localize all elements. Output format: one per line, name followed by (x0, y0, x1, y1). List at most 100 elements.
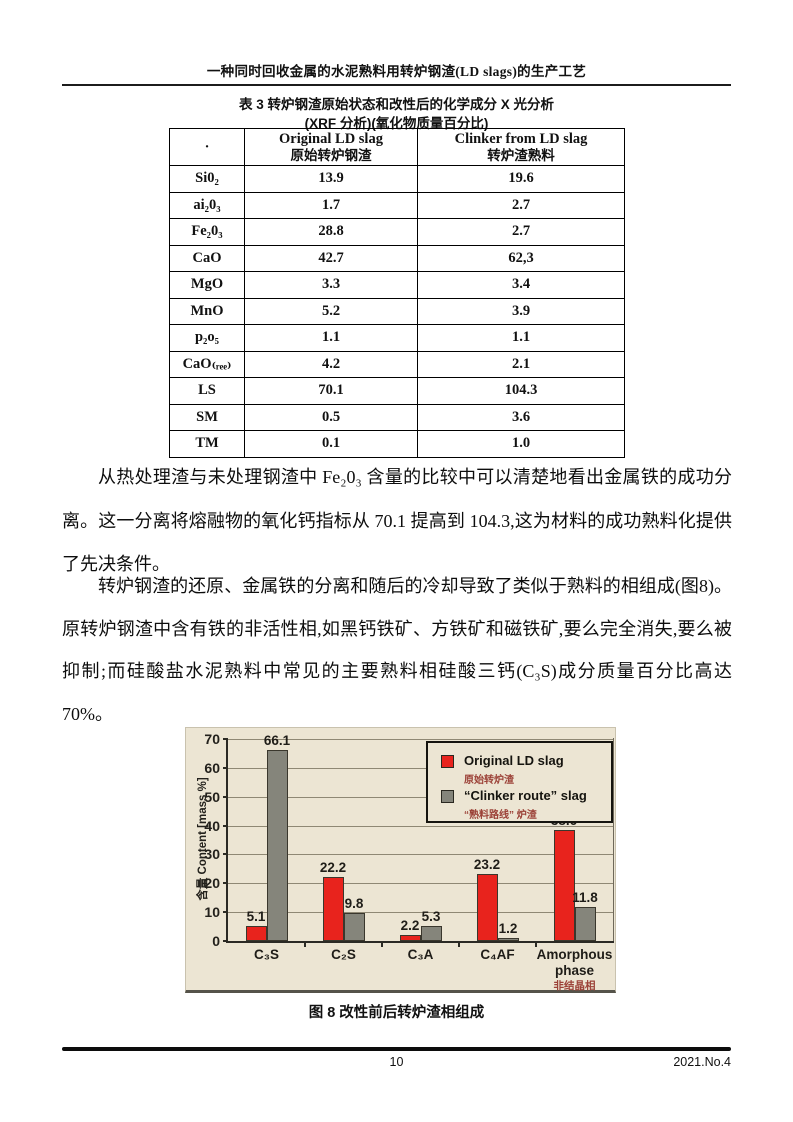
row-label: ai₂0₃ (169, 191, 245, 219)
column-header-original: Original LD slag 原始转炉钢渣 (244, 128, 418, 166)
x-tick-mark (535, 943, 537, 947)
bar-value-label: 9.8 (344, 895, 364, 911)
row-value: 2.1 (417, 350, 625, 378)
row-value: 42.7 (244, 244, 418, 272)
y-tick-mark (223, 824, 228, 827)
column-header-en: Clinker from LD slag (454, 130, 588, 147)
column-header-en: Original LD slag (279, 130, 383, 147)
y-tick-mark (223, 911, 228, 914)
y-tick-mark (223, 766, 228, 769)
table-caption-line1: 表 3 转炉钢渣原始状态和改性后的化学成分 X 光分析 (238, 97, 554, 112)
x-tick-mark (458, 943, 460, 947)
row-label: CaO₍ᵣₑₑ₎ (169, 350, 245, 378)
y-tick-label: 70 (204, 731, 220, 747)
y-tick-label: 10 (204, 904, 220, 921)
page-number: 10 (389, 1055, 404, 1069)
row-value: 1.1 (417, 324, 625, 352)
body-paragraph-2: 转炉钢渣的还原、金属铁的分离和随后的冷却导致了类似于熟料的相组成(图8)。原转炉… (62, 576, 732, 724)
row-value: 2.7 (417, 191, 625, 219)
legend-label-en: Original LD slag (464, 753, 564, 768)
row-label: MgO (169, 271, 245, 299)
row-label: CaO (169, 244, 245, 272)
column-header-clinker: Clinker from LD slag 转炉渣熟料 (417, 128, 625, 166)
bar-value-label: 1.2 (498, 920, 518, 936)
bar (476, 874, 498, 941)
row-label: Fe₂0₃ (169, 218, 245, 246)
gridline (228, 767, 613, 769)
row-value: 0.5 (244, 403, 418, 431)
row-value: 1.7 (244, 191, 418, 219)
legend-item-original: Original LD slag 原始转炉渣 (441, 753, 564, 786)
row-value: 1.1 (244, 324, 418, 352)
bar-value-label: 5.1 (246, 909, 266, 925)
legend-item-clinker: “Clinker route” slag “熟料路线” 炉渣 (441, 788, 587, 821)
row-value: 28.8 (244, 218, 418, 246)
bar (497, 937, 519, 941)
y-tick-label: 60 (204, 759, 220, 776)
gridline (228, 825, 613, 827)
x-axis-line (226, 941, 614, 943)
row-label: MnO (169, 297, 245, 325)
bar (266, 750, 288, 941)
legend-swatch-gray (441, 790, 454, 803)
y-tick-mark (223, 882, 228, 885)
x-axis-category-label: Amorphous phase 非结晶相 (536, 947, 613, 993)
issue-number: 2021.No.4 (673, 1055, 731, 1069)
y-tick-mark (223, 738, 228, 740)
gridline (228, 739, 613, 740)
y-tick-mark (223, 795, 228, 798)
row-value: 13.9 (244, 165, 418, 193)
legend-text: “Clinker route” slag “熟料路线” 炉渣 (464, 788, 587, 821)
footer-divider (62, 1047, 731, 1051)
bar-value-label: 22.2 (319, 859, 347, 875)
table-row: LS 70.1 104.3 (169, 377, 625, 405)
table-row: Fe₂0₃ 28.8 2.7 (169, 218, 625, 246)
row-value: 3.9 (417, 297, 625, 325)
row-value: 70.1 (244, 377, 418, 405)
row-label: TM (169, 430, 245, 458)
bar-value-label: 2.2 (400, 917, 420, 933)
row-value: 3.3 (244, 271, 418, 299)
column-header-zh: 原始转炉钢渣 (290, 147, 372, 163)
x-axis-category-label: C₂S (331, 947, 356, 962)
row-value: 2.7 (417, 218, 625, 246)
y-tick-mark (223, 853, 228, 856)
gridline (228, 796, 613, 798)
figure8-caption: 图 8 改性前后转炉渣相组成 (308, 1005, 485, 1021)
bar-value-label: 11.8 (572, 889, 598, 905)
row-value: 104.3 (417, 377, 625, 405)
row-value: 19.6 (417, 165, 625, 193)
page-title: 一种同时回收金属的水泥熟料用转炉钢渣(LD slags)的生产工艺 (206, 64, 587, 79)
table-row: SM 0.5 3.6 (169, 403, 625, 431)
bar (322, 876, 344, 941)
row-label: SM (169, 403, 245, 431)
row-label: Si0₂ (169, 165, 245, 193)
y-tick-label: 40 (204, 817, 220, 834)
bar (553, 829, 575, 941)
row-value: 3.6 (417, 403, 625, 431)
bar (399, 934, 421, 941)
body-paragraph-1: 从热处理渣与未处理钢渣中 Fe₂0₃ 含量的比较中可以清楚地看出金属铁的成功分离… (62, 467, 732, 574)
gridline (228, 883, 613, 885)
legend-swatch-red (441, 755, 454, 768)
bar (420, 925, 442, 941)
x-axis-category-sublabel: 非结晶相 (553, 980, 596, 993)
table-row: ai₂0₃ 1.7 2.7 (169, 191, 625, 219)
table-caption-line2: (XRF 分析)(氧化物质量百分比) (304, 116, 489, 131)
table-row: CaO₍ᵣₑₑ₎ 4.2 2.1 (169, 350, 625, 378)
column-header-blank: · (169, 128, 245, 166)
bar-value-label: 23.2 (473, 857, 501, 873)
gridline (228, 854, 613, 856)
table-row: MnO 5.2 3.9 (169, 297, 625, 325)
y-tick-label: 30 (204, 846, 220, 863)
row-value: 3.4 (417, 271, 625, 299)
row-value: 4.2 (244, 350, 418, 378)
table-header-row: · Original LD slag 原始转炉钢渣 Clinker from LD… (169, 128, 625, 166)
header-divider (62, 84, 731, 86)
bar (574, 906, 596, 941)
table-row: Si0₂ 13.9 19.6 (169, 165, 625, 193)
table-row: MgO 3.3 3.4 (169, 271, 625, 299)
row-value: 5.2 (244, 297, 418, 325)
row-value: 1.0 (417, 430, 625, 458)
y-tick-mark (223, 940, 228, 942)
